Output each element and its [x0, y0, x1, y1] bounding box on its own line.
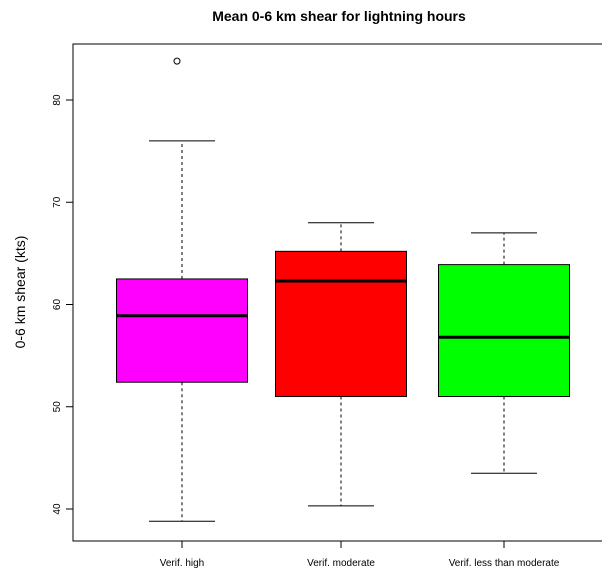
y-tick-label: 40 [52, 503, 63, 515]
box-group [116, 57, 248, 522]
x-tick-label: Verif. moderate [307, 558, 375, 569]
y-tick-label: 50 [52, 401, 63, 413]
x-axis: Verif. high Verif. moderate Verif. less th… [160, 540, 560, 569]
box-series [116, 57, 570, 522]
chart-title: Mean 0-6 km shear for lightning hours [212, 8, 466, 24]
box-group [275, 222, 407, 507]
y-tick-label: 70 [52, 196, 63, 208]
y-axis: 40 50 60 70 80 [52, 94, 74, 515]
iqr-box [275, 250, 407, 398]
y-axis-label: 0-6 km shear (kts) [12, 236, 28, 349]
y-tick-label: 80 [52, 94, 63, 106]
iqr-box [116, 278, 248, 383]
outlier-point [173, 57, 181, 65]
y-tick-label: 60 [52, 299, 63, 311]
x-tick-label: Verif. high [160, 558, 204, 569]
iqr-box [438, 264, 570, 398]
x-tick-label: Verif. less than moderate [449, 558, 560, 569]
box-group [438, 232, 570, 474]
